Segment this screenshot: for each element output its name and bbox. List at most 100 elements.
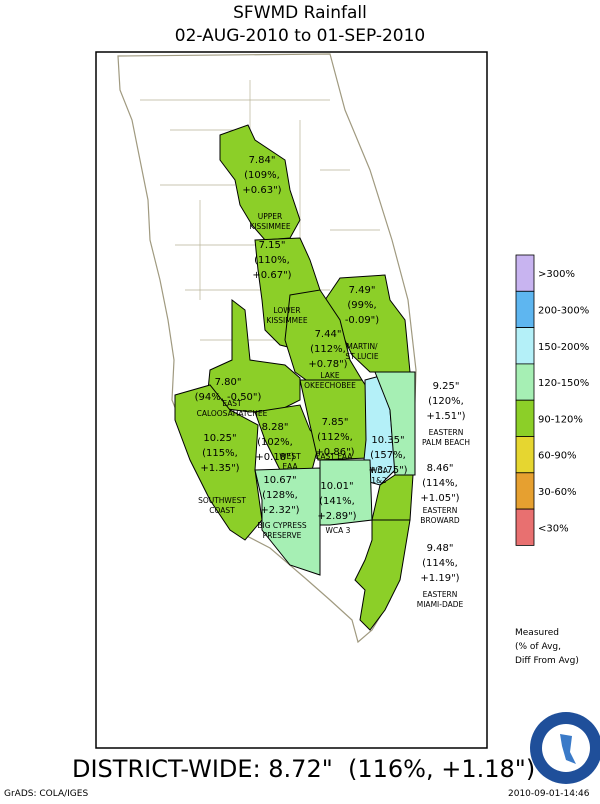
- region-value: +1.51"): [426, 411, 465, 422]
- region-value: (141%,: [319, 496, 355, 507]
- region-name: BROWARD: [420, 516, 460, 525]
- region-value: +0.67"): [252, 270, 291, 281]
- region-name: SOUTHWEST: [198, 496, 246, 505]
- legend-swatch: [515, 254, 535, 292]
- region-name: OKEECHOBEE: [304, 381, 356, 390]
- region-value: +0.78"): [308, 359, 347, 370]
- region-value: 7.84": [249, 155, 276, 166]
- legend-note: Measured: [515, 628, 559, 638]
- region-value: 9.25": [433, 381, 460, 392]
- legend-label: >300%: [538, 269, 575, 280]
- region-name: WCA 3: [326, 526, 351, 535]
- legend-swatch: [515, 472, 535, 510]
- region-name: COAST: [209, 506, 235, 515]
- legend-note: (% of Avg,: [515, 642, 561, 652]
- region-value: (120%,: [428, 396, 464, 407]
- regions: [174, 124, 416, 631]
- region-value: 10.67": [263, 475, 296, 486]
- legend-label: <30%: [538, 523, 569, 534]
- region-value: 7.15": [259, 240, 286, 251]
- region-value: (128%,: [262, 490, 298, 501]
- legend-label: 150-200%: [538, 342, 589, 353]
- region-name: ST LUCIE: [345, 352, 378, 361]
- region-name: PRESERVE: [263, 531, 302, 540]
- region-value: (114%,: [422, 478, 458, 489]
- region-name: LOWER: [273, 306, 300, 315]
- region-labels: 7.84"(109%,+0.63")UPPERKISSIMMEE7.15"(11…: [195, 155, 470, 609]
- legend-label: 120-150%: [538, 378, 589, 389]
- region-shape: [174, 384, 263, 541]
- region-value: +0.18"): [255, 452, 294, 463]
- region-value: 9.48": [427, 543, 454, 554]
- region-value: 8.28": [262, 422, 289, 433]
- region-value: (112%,: [317, 432, 353, 443]
- region-name: MARTIN/: [346, 342, 378, 351]
- region-value: 7.44": [315, 329, 342, 340]
- legend-note: Diff From Avg): [515, 656, 579, 666]
- region-value: +0.63"): [242, 185, 281, 196]
- region-shape: [319, 459, 373, 526]
- legend-swatch: [515, 290, 535, 328]
- subtitle: 02-AUG-2010 to 01-SEP-2010: [175, 26, 425, 46]
- region-name: KISSIMMEE: [249, 222, 291, 231]
- legend-label: 90-120%: [538, 414, 583, 425]
- region-value: (157%,: [370, 450, 406, 461]
- region-value: 7.85": [322, 417, 349, 428]
- region-name: CALOOSAHATCHEE: [197, 409, 268, 418]
- region-name: EASTERN: [429, 428, 464, 437]
- region-value: (110%,: [254, 255, 290, 266]
- region-value: 10.01": [320, 481, 353, 492]
- region-value: +1.19"): [420, 573, 459, 584]
- region-shape: [354, 519, 411, 631]
- region-value: 10.25": [203, 433, 236, 444]
- region-value: +1.05"): [420, 493, 459, 504]
- legend-swatch: [515, 327, 535, 365]
- region-name: LAKE: [320, 371, 339, 380]
- region-name: PALM BEACH: [422, 438, 470, 447]
- legend-swatch: [515, 508, 535, 546]
- legend-swatch: [515, 399, 535, 437]
- region-name: EAST: [222, 399, 242, 408]
- region-value: +3.75"): [368, 465, 407, 476]
- region-name: BIG CYPRESS: [257, 521, 306, 530]
- region-value: +0.86"): [315, 447, 354, 458]
- region-value: +2.89"): [317, 511, 356, 522]
- district-summary: DISTRICT-WIDE: 8.72" (116%, +1.18"): [72, 755, 535, 783]
- region-value: -0.09"): [345, 315, 379, 326]
- region-name: WEST: [279, 452, 301, 461]
- region-name: MIAMI-DADE: [417, 600, 464, 609]
- region-name: EAA: [282, 462, 298, 471]
- legend: >300% 200-300% 150-200% 120-150% 90-120% 60-9…: [515, 254, 589, 546]
- legend-swatch: [515, 363, 535, 401]
- district-seal: [530, 712, 600, 784]
- region-value: 8.46": [427, 463, 454, 474]
- credit: GrADS: COLA/IGES: [4, 789, 88, 799]
- region-name: WCA: [370, 466, 389, 475]
- region-value: 7.80": [215, 377, 242, 388]
- title: SFWMD Rainfall: [233, 3, 367, 23]
- region-value: (102%,: [257, 437, 293, 448]
- region-name: EASTERN: [423, 506, 458, 515]
- region-value: (114%,: [422, 558, 458, 569]
- region-value: +1.35"): [200, 463, 239, 474]
- region-value: 10.35": [371, 435, 404, 446]
- region-value: (99%,: [347, 300, 376, 311]
- region-shape: [254, 404, 321, 471]
- timestamp: 2010-09-01-14:46: [508, 789, 590, 799]
- region-value: +2.32"): [260, 505, 299, 516]
- region-value: (109%,: [244, 170, 280, 181]
- region-name: UPPER: [258, 212, 283, 221]
- region-value: 7.49": [349, 285, 376, 296]
- region-value: (94%, -0.50"): [195, 392, 262, 403]
- region-name: EAST EAA: [316, 452, 354, 461]
- region-name: KISSIMMEE: [266, 316, 308, 325]
- region-name: EASTERN: [423, 590, 458, 599]
- region-value: (112%,: [310, 344, 346, 355]
- legend-label: 30-60%: [538, 487, 577, 498]
- legend-label: 60-90%: [538, 451, 577, 462]
- legend-label: 200-300%: [538, 305, 589, 316]
- region-value: (115%,: [202, 448, 238, 459]
- region-name: 1&2: [371, 476, 387, 485]
- legend-swatch: [515, 436, 535, 474]
